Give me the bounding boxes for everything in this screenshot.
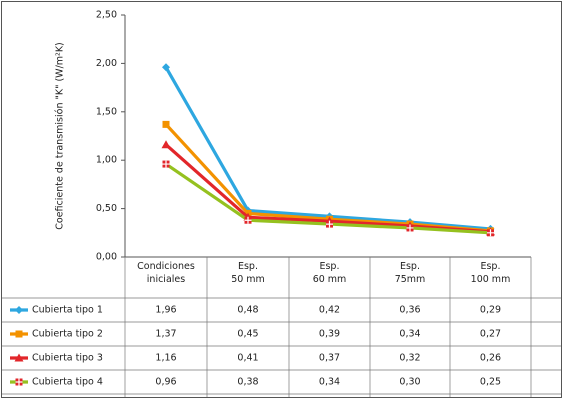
- x-tick-label: Esp. 100 mm: [470, 261, 511, 285]
- marker: [15, 330, 23, 338]
- marker: [161, 140, 171, 149]
- table-value: 0,29: [480, 305, 501, 316]
- marker: [162, 120, 170, 128]
- table-value: 0,38: [237, 377, 258, 388]
- legend-label: Cubierta tipo 1: [32, 305, 103, 316]
- marker: [162, 63, 170, 72]
- table-value: 0,45: [237, 329, 258, 340]
- table-value: 0,48: [237, 305, 258, 316]
- table-value: 0,26: [480, 353, 501, 364]
- marker-cross: [487, 229, 494, 237]
- table-value: 0,41: [237, 353, 258, 364]
- x-tick-label: Esp. 75mm: [394, 261, 426, 285]
- table-value: 0,36: [399, 305, 420, 316]
- x-tick-label: Esp. 50 mm: [231, 261, 265, 285]
- table-value: 1,96: [155, 305, 176, 316]
- legend-label: Cubierta tipo 4: [32, 377, 103, 388]
- y-axis-label: Coeficiente de transmisión "K" (W/m²K): [55, 42, 66, 230]
- x-tick-label-box: Esp. 60 mm: [312, 261, 347, 285]
- marker-cross: [326, 220, 333, 228]
- table-value: 0,25: [480, 377, 501, 388]
- x-tick-label: Esp. 60 mm: [312, 261, 347, 285]
- frame: [1, 1, 562, 398]
- y-tick-label: 2,50: [96, 10, 117, 21]
- table-value: 1,16: [155, 353, 176, 364]
- x-tick-label-box: Esp. 100 mm: [470, 261, 511, 285]
- marker-cross: [406, 224, 414, 232]
- legend-label: Cubierta tipo 3: [32, 353, 103, 364]
- x-tick-label-box: Esp. 50 mm: [231, 261, 265, 285]
- marker-cross: [162, 160, 170, 168]
- x-tick-label-box: Condiciones iniciales: [137, 261, 195, 285]
- table-value: 0,96: [155, 377, 176, 388]
- table-value: 0,39: [319, 329, 340, 340]
- y-tick-label: 1,00: [96, 155, 117, 166]
- table-value: 1,37: [155, 329, 176, 340]
- table-value: 0,30: [399, 377, 420, 388]
- table-value: 0,34: [319, 377, 340, 388]
- marker-cross: [15, 378, 23, 386]
- marker: [15, 306, 23, 314]
- y-tick-label: 0,50: [96, 203, 117, 214]
- x-tick-label: Condiciones iniciales: [137, 261, 195, 285]
- x-tick-label-box: Esp. 75mm: [394, 261, 426, 285]
- legend-label: Cubierta tipo 2: [32, 329, 103, 340]
- y-tick-label: 2,00: [96, 58, 117, 69]
- marker: [14, 353, 24, 362]
- y-tick-label: 0,00: [96, 252, 117, 263]
- table-value: 0,32: [399, 353, 420, 364]
- table-value: 0,37: [319, 353, 340, 364]
- table-value: 0,34: [399, 329, 420, 340]
- table-value: 0,27: [480, 329, 501, 340]
- marker-cross: [244, 216, 252, 224]
- y-tick-label: 1,50: [96, 106, 117, 117]
- table-value: 0,42: [319, 305, 340, 316]
